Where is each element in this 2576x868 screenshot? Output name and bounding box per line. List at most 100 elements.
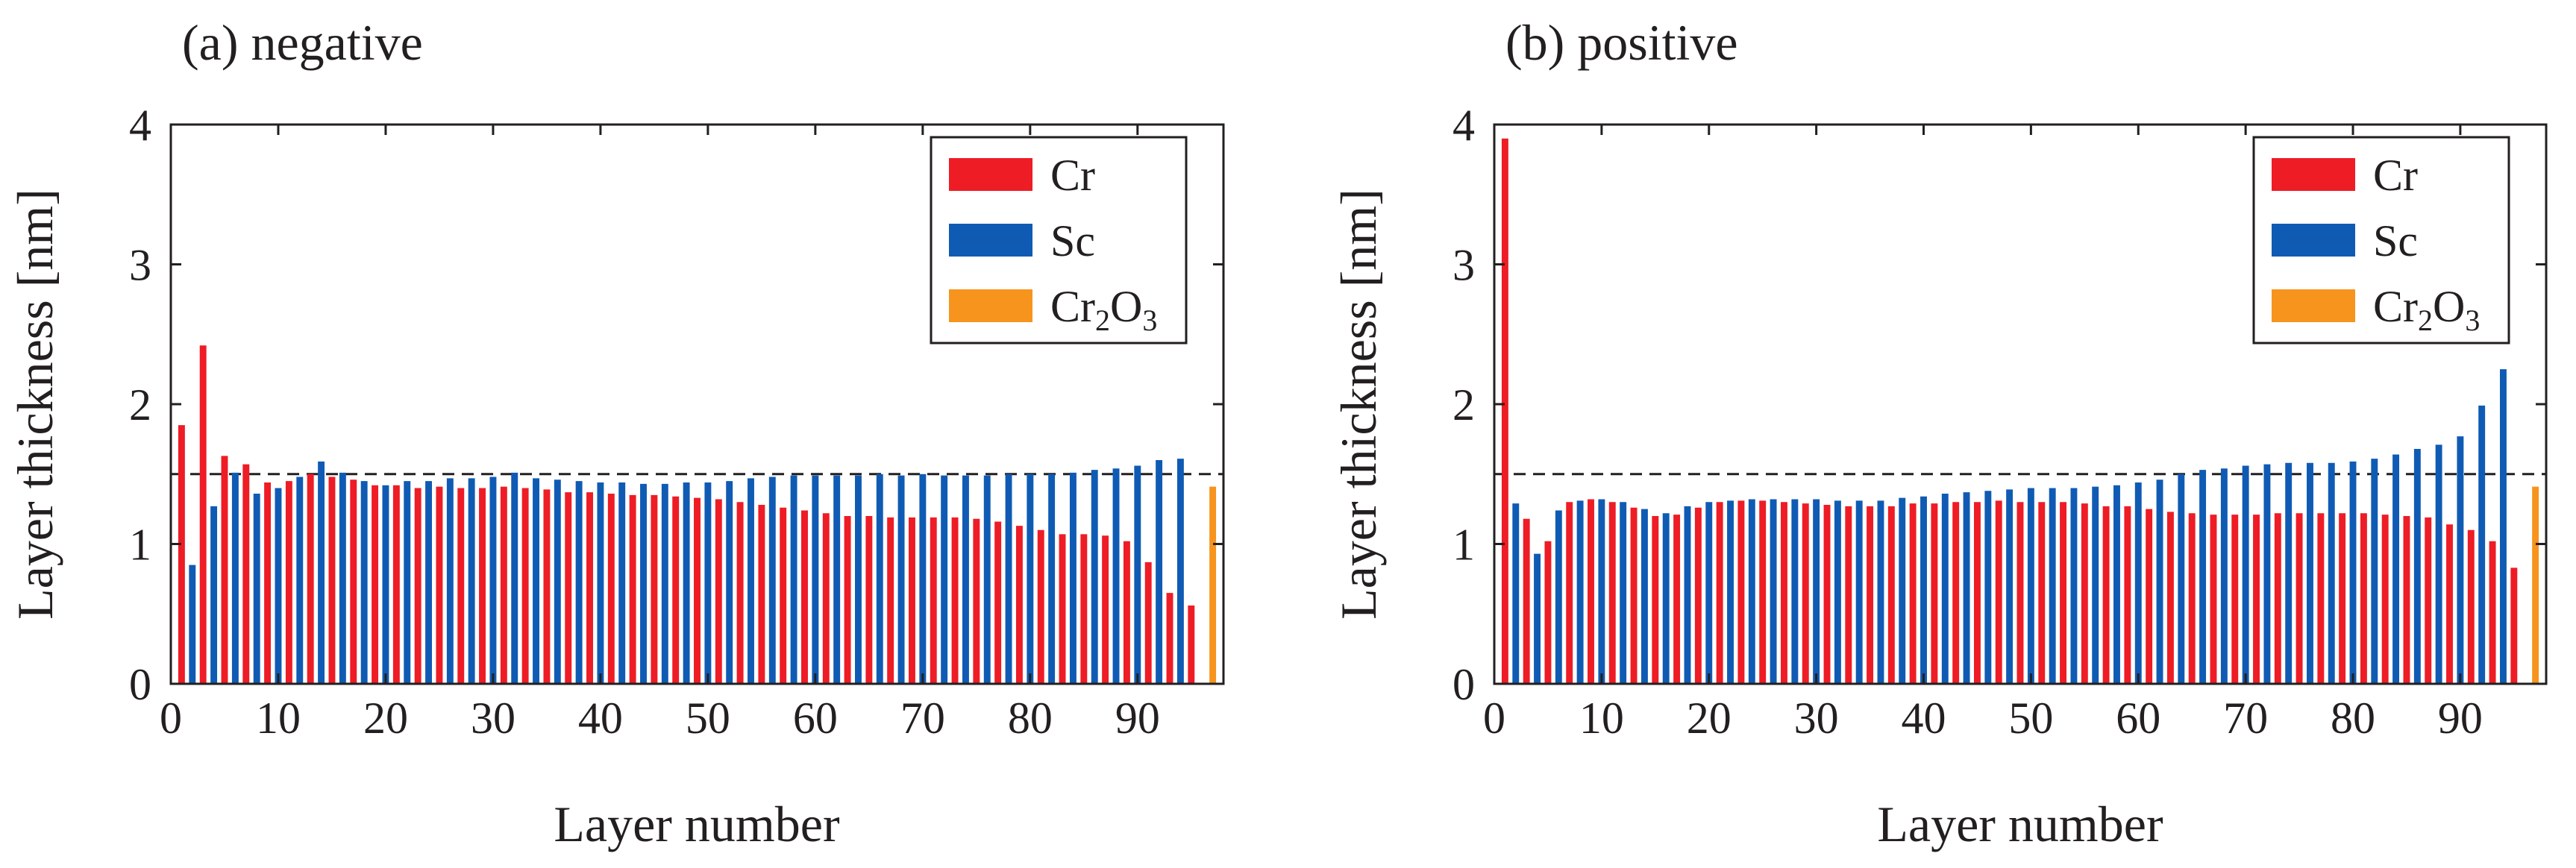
bar-sc-layer-60 xyxy=(2134,482,2142,684)
x-tick-label: 40 xyxy=(1902,694,1946,743)
bar-cr-layer-19 xyxy=(1694,507,1702,684)
bar-cr-layer-37 xyxy=(1887,506,1895,684)
bar-sc-layer-86 xyxy=(2413,449,2421,684)
bar-cr-layer-69 xyxy=(2231,515,2239,684)
bar-sc-layer-68 xyxy=(897,475,905,684)
y-tick-label: 1 xyxy=(129,521,151,570)
bar-cr-layer-83 xyxy=(2381,515,2389,684)
x-tick-label: 20 xyxy=(1687,694,1732,743)
bar-sc-layer-84 xyxy=(1069,472,1077,684)
x-tick-label: 30 xyxy=(1794,694,1839,743)
y-tick-label: 4 xyxy=(1452,101,1475,150)
bar-cr-layer-83 xyxy=(1059,534,1066,684)
bar-cr-layer-53 xyxy=(2060,502,2067,684)
bar-sc-layer-2 xyxy=(1512,503,1520,684)
x-tick-label: 30 xyxy=(471,694,515,743)
legend-swatch-cr xyxy=(2272,158,2355,191)
bar-sc-layer-94 xyxy=(2499,369,2507,684)
bar-sc-layer-72 xyxy=(941,475,948,684)
bar-sc-layer-32 xyxy=(1834,500,1841,684)
bar-cr-layer-39 xyxy=(1909,503,1917,684)
bar-cr-layer-41 xyxy=(607,494,615,684)
bar-sc-layer-72 xyxy=(2263,464,2271,684)
legend-label-cr2o3: Cr2O3 xyxy=(2373,282,2480,337)
x-tick-label: 70 xyxy=(900,694,945,743)
bar-cr-layer-9 xyxy=(264,482,272,684)
bar-sc-layer-42 xyxy=(1941,494,1949,684)
x-axis-label: Layer number xyxy=(554,796,840,852)
bar-sc-layer-6 xyxy=(1555,510,1562,684)
bar-cr-layer-33 xyxy=(1845,506,1852,684)
bar-cr-layer-59 xyxy=(801,510,808,684)
bar-sc-layer-90 xyxy=(2457,436,2464,684)
x-tick-label: 50 xyxy=(2008,694,2053,743)
chart-panel-a: (a) negative 0 10 20 30 40 50 60 70 80 90 0 1 2 3 4 Laye… xyxy=(7,14,1225,852)
legend-swatch-cr xyxy=(949,158,1032,191)
bar-sc-layer-76 xyxy=(2307,462,2313,684)
bar-cr-layer-23 xyxy=(414,488,422,684)
bar-cr-layer-5 xyxy=(221,456,228,684)
bar-cr-layer-65 xyxy=(865,516,873,684)
bar-cr-layer-29 xyxy=(479,488,486,684)
bar-sc-layer-36 xyxy=(554,479,561,684)
bar-sc-layer-58 xyxy=(2113,485,2120,684)
bar-cr-layer-35 xyxy=(1867,506,1874,684)
legend-label-sc: Sc xyxy=(2373,216,2418,265)
bar-sc-layer-10 xyxy=(1598,499,1605,684)
x-tick-label: 40 xyxy=(578,694,623,743)
bar-cr-layer-93 xyxy=(2489,541,2496,684)
bar-sc-layer-34 xyxy=(1855,500,1863,684)
x-tick-label: 80 xyxy=(1008,694,1053,743)
bar-cr-layer-53 xyxy=(736,502,744,684)
bar-cr-layer-95 xyxy=(2510,567,2518,684)
legend-swatch-cr2o3 xyxy=(949,289,1032,322)
bar-cr-layer-49 xyxy=(2016,502,2024,684)
bar-sc-layer-50 xyxy=(2027,488,2034,684)
bar-cr-layer-51 xyxy=(2038,502,2046,684)
bar-cr-layer-47 xyxy=(672,496,680,684)
bar-cr-layer-65 xyxy=(2188,513,2196,684)
bar-cr-layer-15 xyxy=(1652,516,1659,684)
y-tick-label: 2 xyxy=(1452,380,1475,430)
bar-cr-layer-5 xyxy=(1544,541,1552,684)
bar-sc-layer-48 xyxy=(2006,489,2014,684)
bar-sc-layer-54 xyxy=(748,478,754,684)
bar-sc-layer-90 xyxy=(1134,465,1141,684)
bar-cr-layer-93 xyxy=(1166,593,1173,684)
bar-cr-layer-7 xyxy=(242,464,250,684)
bar-sc-layer-64 xyxy=(2178,474,2185,684)
bar-sc-layer-44 xyxy=(1963,492,1970,684)
bar-sc-layer-74 xyxy=(2285,462,2293,684)
bar-cr-layer-1 xyxy=(1501,138,1508,684)
bar-cr-layer-3 xyxy=(1523,518,1530,684)
legend: Cr Sc Cr2O3 xyxy=(930,136,1188,345)
bar-sc-layer-24 xyxy=(425,481,433,684)
bar-sc-layer-14 xyxy=(318,461,325,684)
bar-sc-layer-86 xyxy=(1091,470,1098,684)
bar-sc-layer-62 xyxy=(833,475,841,684)
bar-sc-layer-38 xyxy=(575,481,583,684)
bar-cr-layer-13 xyxy=(1630,507,1638,684)
bar-cr-layer-89 xyxy=(1123,541,1130,684)
bar-sc-layer-84 xyxy=(2392,454,2400,684)
bar-sc-layer-38 xyxy=(1899,497,1906,684)
x-tick-label: 80 xyxy=(2331,694,2375,743)
bar-cr-layer-39 xyxy=(586,492,593,684)
bar-sc-layer-66 xyxy=(2199,470,2207,684)
bar-sc-layer-18 xyxy=(360,481,368,684)
bar-sc-layer-26 xyxy=(446,478,454,684)
bar-cr-layer-63 xyxy=(2166,512,2174,684)
bar-cr-layer-81 xyxy=(1037,529,1044,684)
bar-cr-layer-43 xyxy=(629,494,636,684)
x-tick-label: 10 xyxy=(1579,694,1624,743)
x-tick-label: 10 xyxy=(256,694,301,743)
bar-cr-layer-63 xyxy=(844,516,851,684)
x-tick-label: 60 xyxy=(2116,694,2160,743)
bar-sc-layer-52 xyxy=(2049,488,2056,684)
x-tick-label: 20 xyxy=(363,694,408,743)
x-tick-label: 0 xyxy=(1483,694,1505,743)
bar-cr-layer-55 xyxy=(2081,503,2088,684)
bar-sc-layer-8 xyxy=(253,494,260,684)
bar-cr-layer-87 xyxy=(2425,517,2432,684)
y-tick-label: 0 xyxy=(1452,660,1475,709)
